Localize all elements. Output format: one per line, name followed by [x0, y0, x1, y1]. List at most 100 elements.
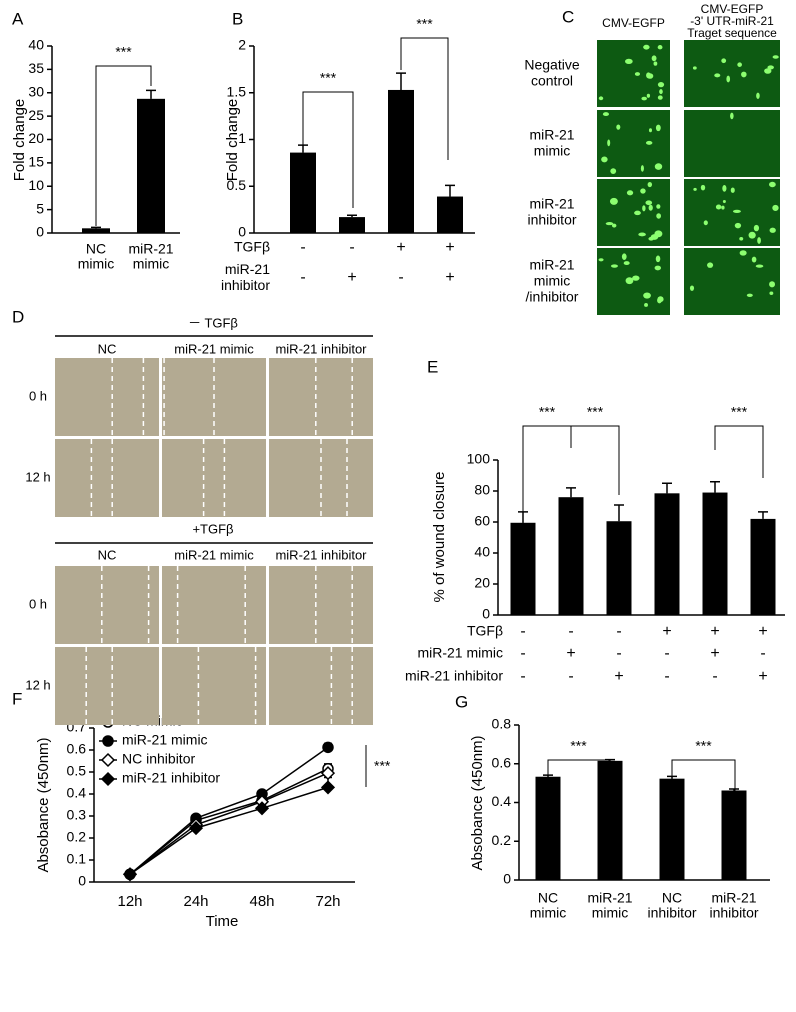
condition-name: miR-21 inhibitor [405, 668, 503, 684]
y-tick-label: 10 [28, 177, 44, 193]
group-title: － TGFβ [188, 315, 238, 330]
y-tick-label: 40 [474, 544, 490, 560]
marker [254, 801, 270, 816]
y-tick-label: 20 [28, 130, 44, 146]
y-tick-label: 20 [474, 575, 490, 591]
significance-bracket [570, 425, 620, 495]
condition-name: miR-21 inhibitor [221, 261, 270, 293]
row-label: miR-21 mimic [529, 126, 574, 158]
row-label: 0 h [29, 388, 47, 403]
condition-sign: - [712, 668, 717, 685]
legend-label: miR-21 inhibitor [122, 770, 220, 786]
significance-label: *** [115, 44, 132, 60]
cell-spot [751, 256, 757, 263]
panel-label: B [232, 9, 243, 28]
cell-spot [655, 124, 661, 132]
condition-sign: - [568, 623, 573, 640]
x-tick-label: NC mimic [78, 240, 115, 271]
cell-spot [714, 73, 721, 78]
y-tick-label: 15 [28, 154, 44, 170]
y-tick-label: 0.3 [67, 807, 87, 823]
micrograph [55, 358, 159, 436]
significance-bracket [671, 759, 736, 797]
cell-spot [659, 89, 663, 95]
cell-spot [607, 139, 611, 147]
row-label: miR-21 inhibitor [527, 195, 576, 227]
y-tick-label: 0.4 [492, 793, 512, 809]
y-axis-label: Absobance (450nm) [35, 737, 52, 872]
cell-spot [730, 187, 735, 193]
cell-spot [692, 66, 697, 70]
significance-label: *** [320, 70, 337, 86]
cell-spot [753, 224, 760, 232]
cell-spot [634, 72, 640, 76]
y-tick-label: 0 [503, 871, 511, 887]
cell-spot [693, 187, 697, 191]
cell-spot [726, 75, 731, 83]
bar [721, 790, 747, 880]
bar [137, 98, 165, 233]
micrograph [162, 647, 266, 725]
bar [339, 217, 365, 233]
column-header: NC [98, 547, 117, 562]
cell-spot [741, 71, 747, 78]
row-label: 12 h [25, 677, 50, 692]
marker [322, 741, 334, 754]
marker [320, 766, 336, 781]
bar [702, 492, 728, 615]
cell-spot [768, 181, 776, 188]
cell-spot [598, 96, 604, 101]
x-tick-label: miR-21 mimic [128, 240, 173, 271]
cell-spot [648, 128, 652, 133]
cell-spot [616, 124, 621, 130]
y-tick-label: 0.6 [67, 741, 87, 757]
bar [597, 760, 623, 880]
bar [659, 778, 685, 880]
cell-spot [625, 277, 634, 285]
cell-spot [715, 204, 722, 210]
x-axis-label: Time [206, 913, 239, 930]
cell-spot [707, 262, 714, 268]
panel-label: F [12, 689, 22, 708]
cell-spot [643, 44, 650, 50]
panel-label: A [12, 9, 24, 28]
y-tick-label: 0.8 [492, 716, 512, 732]
cell-spot [640, 188, 646, 194]
condition-sign: - [300, 269, 305, 286]
y-tick-label: 0 [238, 224, 246, 240]
cell-spot [623, 261, 630, 266]
cell-spot [764, 68, 772, 74]
bar [654, 493, 680, 615]
column-header: CMV-EGFP [602, 16, 665, 30]
y-tick-label: 35 [28, 60, 44, 76]
x-tick-label: 12h [117, 893, 142, 910]
micrograph [162, 439, 266, 517]
cell-spot [772, 55, 779, 59]
error-bar [710, 480, 720, 493]
condition-sign: - [616, 623, 621, 640]
bar [290, 152, 316, 233]
error-bar [396, 72, 406, 90]
row-label: miR-21 mimic/inhibitor [526, 256, 579, 304]
y-tick-label: 100 [467, 451, 491, 467]
series-line [129, 772, 329, 875]
significance-bracket [714, 425, 764, 478]
cell-spot [602, 112, 609, 117]
y-tick-label: 0.6 [492, 754, 512, 770]
micrograph [684, 40, 780, 107]
cell-spot [700, 184, 706, 191]
y-tick-label: 0 [78, 873, 86, 889]
y-tick-label: 5 [36, 200, 44, 216]
column-header: miR-21 inhibitor [275, 547, 367, 562]
series-line [129, 746, 329, 875]
cell-spot [769, 227, 776, 233]
significance-bracket [547, 759, 610, 783]
marker [188, 821, 204, 836]
condition-sign: + [710, 623, 719, 640]
cell-spot [722, 185, 727, 192]
cell-spot [650, 234, 659, 240]
condition-sign: + [662, 623, 671, 640]
error-bar [758, 511, 768, 519]
cell-spot [657, 297, 662, 304]
